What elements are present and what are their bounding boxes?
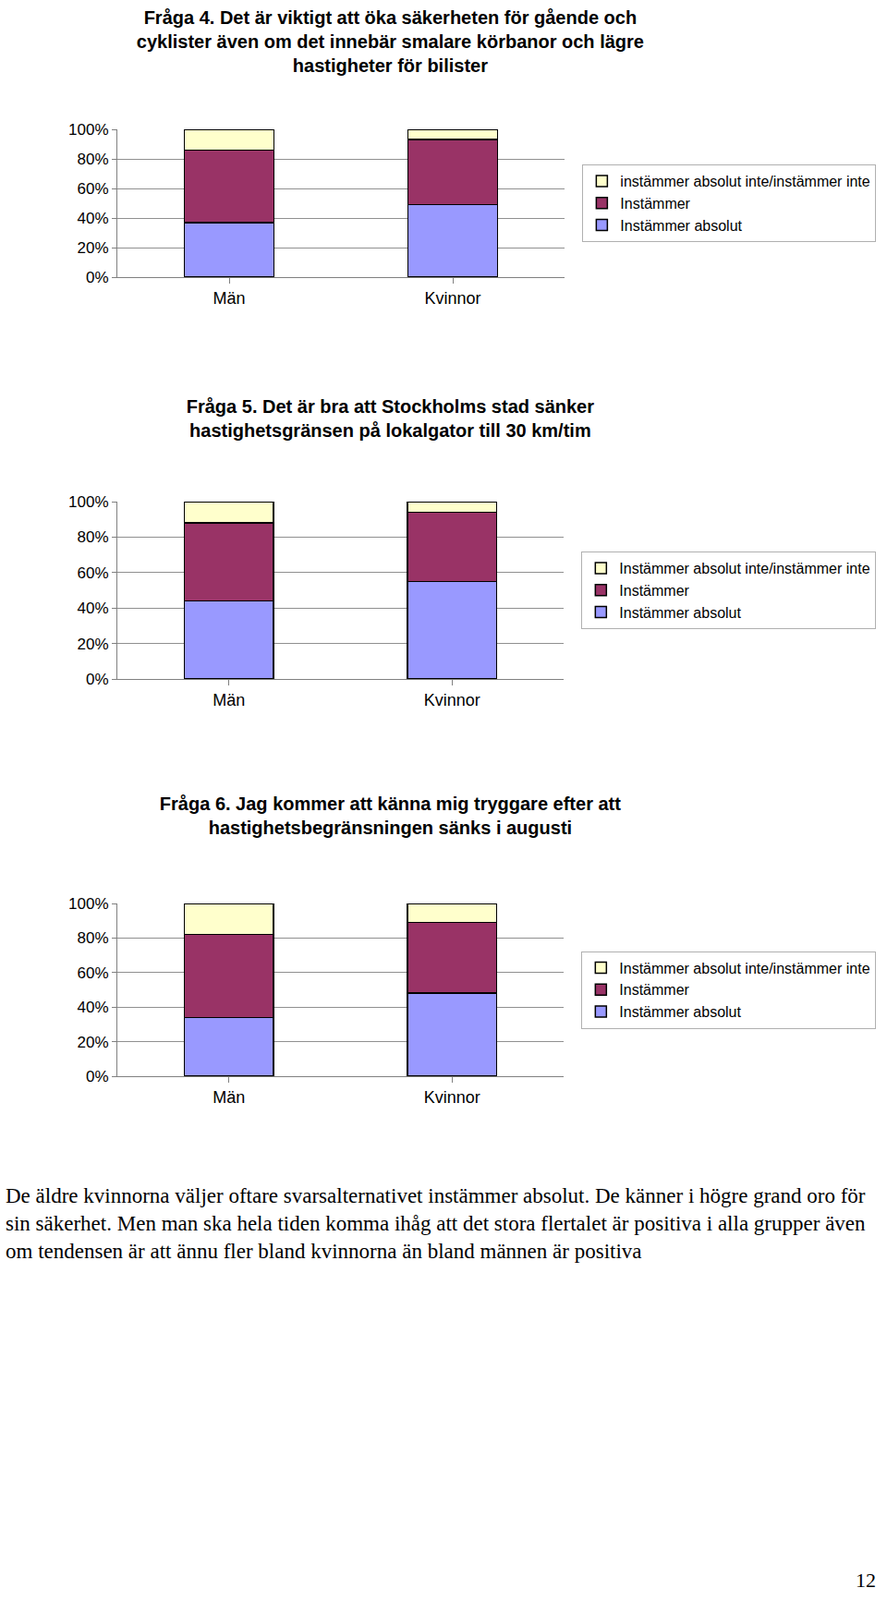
svg-text:40%: 40% xyxy=(77,209,110,228)
svg-text:80%: 80% xyxy=(77,528,110,547)
svg-text:0%: 0% xyxy=(85,670,110,689)
svg-text:60%: 60% xyxy=(77,964,110,983)
svg-text:Fråga 6. Jag kommer att känna: Fråga 6. Jag kommer att känna mig trygga… xyxy=(159,793,621,839)
svg-text:Män: Män xyxy=(212,289,245,308)
svg-text:Fråga 5. Det är bra att Stockh: Fråga 5. Det är bra att Stockholms stad … xyxy=(186,396,595,441)
svg-text:Kvinnor: Kvinnor xyxy=(424,289,481,308)
svg-text:Instämmer: Instämmer xyxy=(619,982,690,998)
svg-text:Fråga 4. Det är viktigt att ök: Fråga 4. Det är viktigt att öka säkerhet… xyxy=(136,7,644,76)
svg-text:Män: Män xyxy=(212,691,245,710)
svg-text:Instämmer absolut inte/instämm: Instämmer absolut inte/instämmer inte xyxy=(619,960,870,977)
svg-text:20%: 20% xyxy=(77,239,110,257)
svg-text:20%: 20% xyxy=(77,1033,110,1052)
svg-text:Män: Män xyxy=(212,1088,245,1107)
svg-text:40%: 40% xyxy=(77,998,110,1017)
svg-text:Instämmer: Instämmer xyxy=(619,195,691,212)
svg-text:80%: 80% xyxy=(77,929,110,948)
svg-text:60%: 60% xyxy=(77,564,110,583)
svg-text:Instämmer absolut: Instämmer absolut xyxy=(619,605,742,621)
html-text:12: 12 xyxy=(855,1568,876,1592)
svg-text:Kvinnor: Kvinnor xyxy=(424,691,481,710)
svg-text:100%: 100% xyxy=(68,121,109,139)
svg-text:instämmer absolut inte/instämm: instämmer absolut inte/instämmer inte xyxy=(619,173,870,190)
svg-text:0%: 0% xyxy=(85,1068,110,1086)
svg-text:Kvinnor: Kvinnor xyxy=(424,1088,481,1107)
svg-text:Instämmer: Instämmer xyxy=(619,583,690,599)
svg-text:80%: 80% xyxy=(77,150,110,169)
svg-text:100%: 100% xyxy=(68,493,109,511)
svg-text:60%: 60% xyxy=(77,180,110,198)
svg-text:100%: 100% xyxy=(68,895,109,913)
svg-text:20%: 20% xyxy=(77,635,110,654)
html-text:De äldre kvinnorna väljer ofta: De äldre kvinnorna väljer oftare svarsal… xyxy=(5,1184,866,1263)
svg-text:Instämmer absolut inte/instämm: Instämmer absolut inte/instämmer inte xyxy=(619,560,870,577)
svg-text:Instämmer absolut: Instämmer absolut xyxy=(619,218,742,234)
svg-text:Instämmer absolut: Instämmer absolut xyxy=(619,1004,742,1021)
svg-text:0%: 0% xyxy=(85,268,110,287)
svg-text:40%: 40% xyxy=(77,599,110,618)
